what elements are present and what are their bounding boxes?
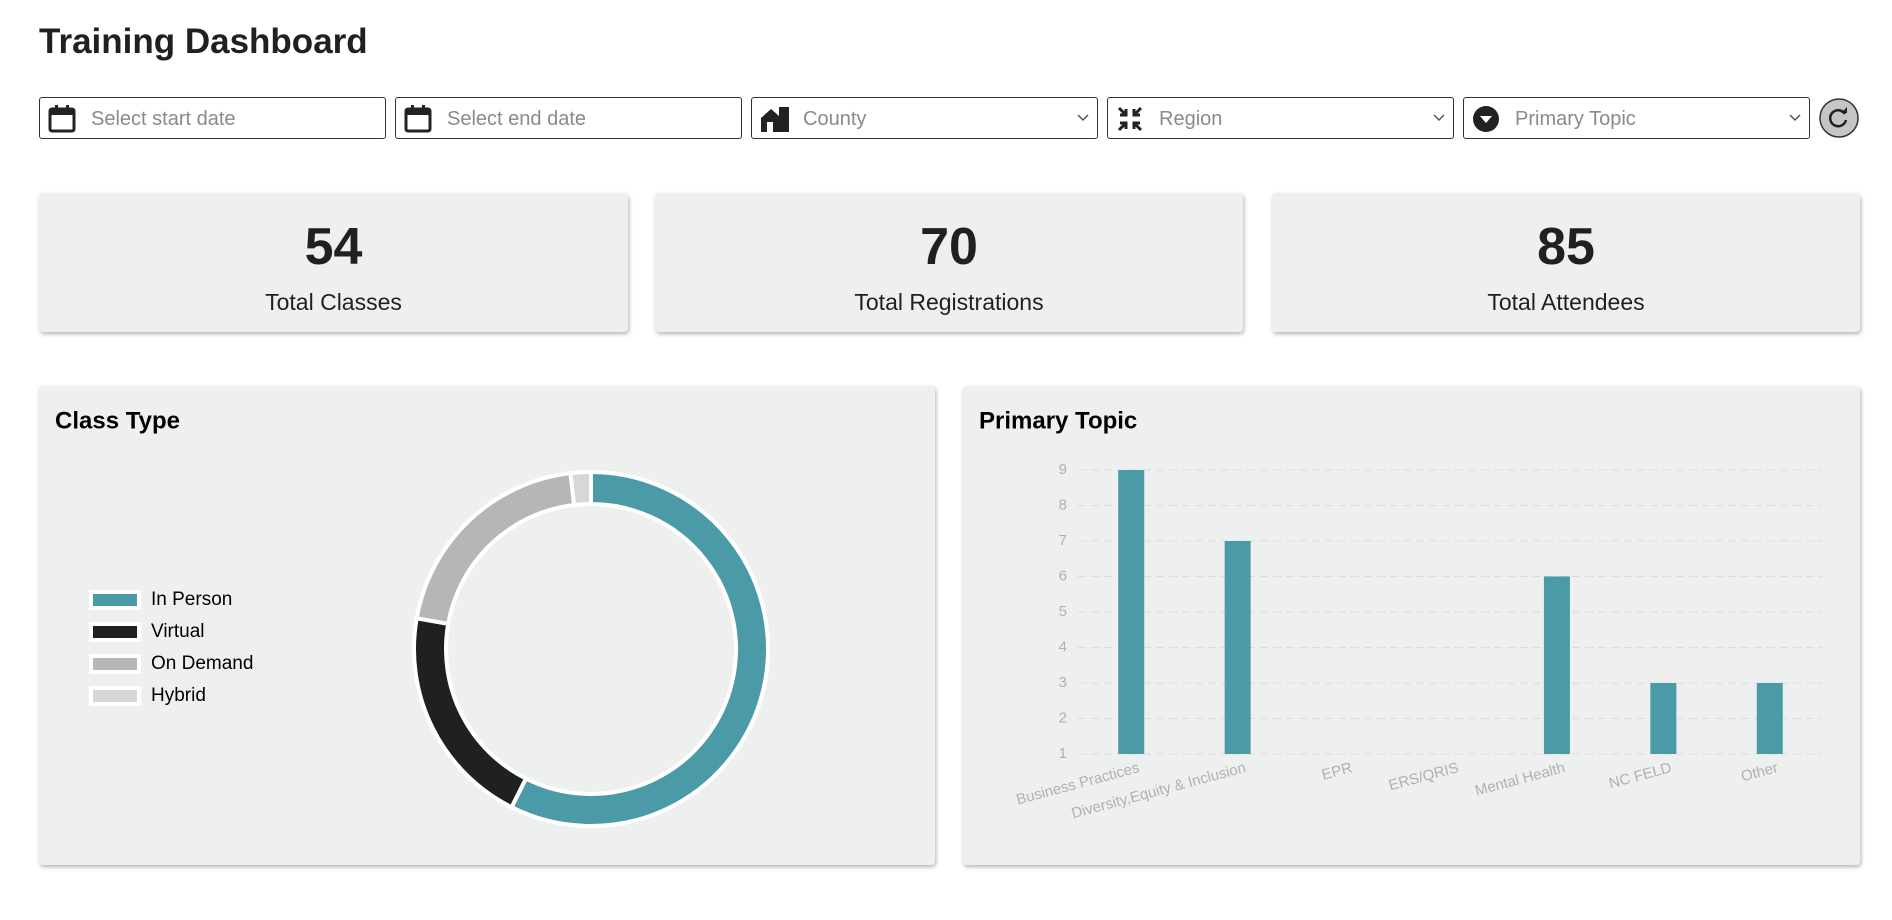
- bar: [1118, 470, 1145, 754]
- y-tick-label: 7: [1059, 532, 1067, 549]
- legend-label: Virtual: [151, 621, 205, 642]
- chart-card: Primary Topic 1 2 3 4 5 6 7 8 9 Business Practice…: [963, 386, 1860, 865]
- legend-label: In Person: [151, 589, 232, 610]
- kpi-label: Total Attendees: [1487, 289, 1645, 315]
- bar: [1543, 576, 1570, 754]
- end-date[interactable]: Select end date: [395, 97, 742, 139]
- placeholder: County: [803, 108, 867, 130]
- y-tick-label: 1: [1059, 745, 1067, 762]
- kpi-label: Total Registrations: [854, 289, 1044, 315]
- donut-segment: [414, 470, 577, 627]
- legend-label: Hybrid: [151, 685, 206, 706]
- chart-card: Class Type In Person Virtual On Demand Hybr…: [39, 386, 935, 865]
- chart: Class Type In Person Virtual On Demand Hybr…: [55, 407, 770, 828]
- kpi-value: 85: [1537, 218, 1595, 276]
- chevron: [1433, 114, 1445, 122]
- donut-segment: [508, 469, 770, 828]
- placeholder: Primary Topic: [1515, 108, 1636, 130]
- chart-title: Primary Topic: [979, 407, 1137, 434]
- chart-title: Class Type: [55, 407, 180, 434]
- y-tick-label: 4: [1059, 638, 1067, 655]
- legend-swatch: [89, 622, 141, 642]
- y-tick-label: 5: [1059, 603, 1067, 620]
- region-select[interactable]: Region: [1107, 97, 1454, 139]
- calendar-icon: [48, 105, 76, 133]
- x-tick-label: EPR: [1320, 759, 1354, 783]
- placeholder: Select end date: [447, 108, 586, 130]
- legend-swatch: [89, 654, 141, 674]
- y-tick-label: 2: [1059, 709, 1067, 726]
- topic-icon: [1473, 106, 1499, 132]
- refresh-button[interactable]: [1818, 97, 1860, 139]
- county-icon: [761, 107, 789, 132]
- kpi-label: Total Classes: [265, 289, 402, 315]
- bar: [1756, 683, 1783, 754]
- donut-segment: [568, 469, 593, 508]
- kpi-value: 70: [920, 218, 978, 276]
- placeholder: Select start date: [91, 108, 236, 130]
- bar: [1224, 541, 1251, 754]
- kpi-card: 54 Total Classes: [39, 193, 628, 332]
- x-tick-label: ERS/QRIS: [1387, 759, 1461, 794]
- x-tick-label: NC FELD: [1607, 759, 1674, 792]
- start-date[interactable]: Select start date: [39, 97, 386, 139]
- county-select[interactable]: County: [751, 97, 1098, 139]
- chevron: [1789, 114, 1801, 122]
- calendar-icon: [404, 105, 432, 133]
- y-tick-label: 3: [1059, 674, 1067, 691]
- kpi-value: 54: [304, 218, 363, 276]
- kpi-card: 70 Total Registrations: [655, 193, 1243, 332]
- x-tick-label: Other: [1739, 759, 1780, 785]
- legend-swatch: [89, 686, 141, 706]
- bar: [1650, 683, 1677, 754]
- topic-select[interactable]: Primary Topic: [1463, 97, 1810, 139]
- donut-segment: [412, 615, 529, 810]
- x-tick-label: Diversity,Equity & Inclusion: [1070, 759, 1248, 822]
- kpi-card: 85 Total Attendees: [1272, 193, 1860, 332]
- y-tick-label: 6: [1059, 567, 1067, 584]
- placeholder: Region: [1159, 108, 1223, 130]
- y-tick-label: 9: [1059, 461, 1067, 478]
- y-tick-label: 8: [1059, 496, 1067, 513]
- legend-swatch: [89, 590, 141, 610]
- region-icon: [1117, 106, 1143, 132]
- page-title: Training Dashboard: [39, 22, 368, 61]
- chevron: [1077, 114, 1089, 122]
- x-tick-label: Mental Health: [1473, 759, 1567, 799]
- legend-label: On Demand: [151, 653, 253, 674]
